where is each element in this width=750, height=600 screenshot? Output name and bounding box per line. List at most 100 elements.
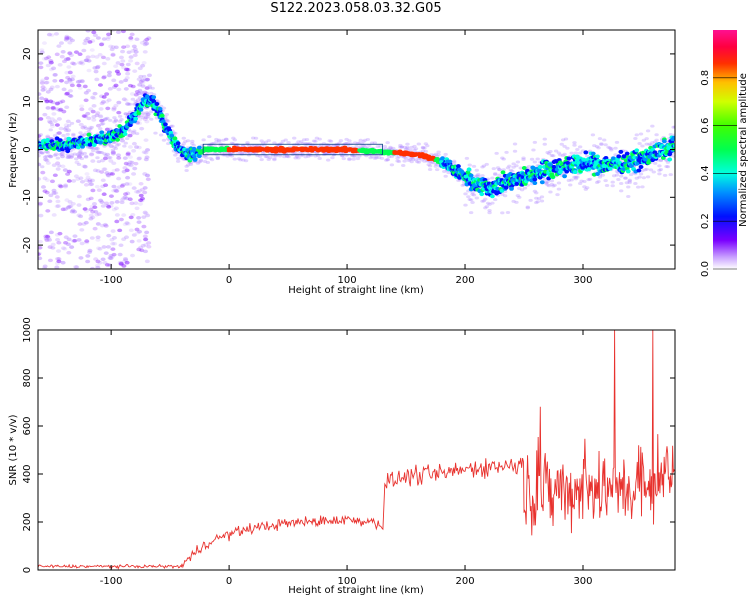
halo-cell (484, 205, 489, 209)
x-tick-label: 200 (455, 576, 474, 587)
ridge-cell (479, 192, 485, 197)
y-tick-label: 200 (22, 512, 33, 531)
noise-cell (51, 188, 57, 193)
ridge-cell (456, 164, 461, 169)
noise-cell (119, 200, 125, 205)
halo-cell (662, 173, 668, 177)
halo-cell (181, 142, 187, 146)
halo-cell (105, 116, 110, 120)
colorbar-tick-label: 0.0 (700, 261, 711, 277)
halo-cell (386, 155, 392, 159)
noise-cell (38, 252, 41, 257)
halo-cell (175, 156, 181, 160)
noise-cell (143, 150, 149, 155)
halo-cell (327, 139, 332, 143)
spectrogram-xlabel: Height of straight line (km) (288, 285, 424, 296)
noise-cell (55, 237, 61, 242)
noise-cell (83, 91, 89, 95)
noise-cell (60, 99, 66, 104)
y-tick-label: -10 (22, 189, 33, 205)
noise-cell (64, 34, 70, 39)
noise-cell (87, 178, 93, 182)
noise-cell (38, 213, 44, 218)
noise-cell (73, 174, 79, 179)
noise-cell (94, 113, 100, 118)
noise-cell (143, 77, 149, 82)
noise-cell (98, 114, 104, 119)
noise-cell (38, 117, 44, 121)
halo-cell (484, 162, 489, 166)
halo-cell (542, 142, 547, 146)
halo-cell (58, 152, 63, 156)
ridge-cell (154, 101, 160, 106)
halo-cell (260, 141, 266, 145)
noise-cell (112, 85, 118, 89)
halo-cell (626, 195, 631, 199)
noise-cell (49, 106, 55, 111)
halo-cell (425, 144, 430, 148)
halo-cell (389, 154, 395, 158)
halo-cell (467, 163, 472, 167)
noise-cell (64, 91, 70, 96)
noise-cell (143, 243, 149, 247)
noise-cell (114, 168, 120, 172)
halo-cell (628, 173, 634, 177)
halo-cell (556, 187, 562, 191)
noise-cell (141, 61, 147, 65)
halo-cell (361, 144, 366, 148)
halo-cell (65, 153, 70, 157)
noise-cell (100, 158, 106, 163)
noise-cell (40, 78, 46, 83)
noise-cell (52, 173, 58, 178)
noise-cell (127, 133, 133, 138)
halo-cell (57, 164, 62, 168)
halo-cell (585, 154, 590, 158)
noise-cell (138, 181, 144, 186)
halo-cell (427, 167, 433, 171)
halo-cell (627, 181, 632, 185)
noise-cell (110, 151, 116, 156)
halo-cell (402, 145, 407, 149)
noise-cell (90, 215, 96, 220)
halo-cell (480, 174, 485, 178)
halo-cell (40, 165, 45, 169)
halo-cell (643, 168, 648, 172)
halo-cell (426, 163, 431, 167)
halo-cell (556, 151, 562, 155)
halo-cell (127, 102, 133, 106)
halo-cell (252, 143, 257, 147)
halo-cell (436, 153, 441, 157)
ridge-cell (136, 111, 142, 116)
noise-cell (46, 55, 52, 60)
noise-cell (121, 97, 127, 102)
noise-cell (127, 182, 133, 186)
noise-cell (92, 91, 98, 96)
noise-cell (97, 247, 103, 251)
halo-cell (197, 160, 202, 164)
noise-cell (69, 83, 75, 88)
noise-cell (62, 247, 68, 251)
halo-cell (575, 175, 580, 179)
noise-cell (104, 127, 110, 132)
ridge-cell (151, 99, 157, 104)
halo-cell (563, 137, 569, 141)
ridge-cell (163, 122, 168, 127)
noise-cell (79, 79, 85, 84)
halo-cell (534, 196, 539, 200)
noise-cell (127, 145, 133, 149)
halo-cell (614, 173, 620, 177)
noise-cell (124, 196, 130, 201)
noise-cell (79, 228, 85, 232)
noise-cell (60, 164, 66, 169)
halo-cell (175, 159, 181, 163)
halo-cell (190, 142, 195, 146)
halo-cell (413, 158, 419, 162)
noise-cell (56, 44, 62, 48)
halo-cell (644, 142, 649, 146)
noise-cell (54, 52, 60, 57)
halo-cell (133, 99, 138, 103)
noise-cell (69, 245, 75, 249)
ridge-cell (634, 148, 640, 153)
noise-cell (138, 193, 144, 198)
noise-cell (58, 184, 64, 189)
